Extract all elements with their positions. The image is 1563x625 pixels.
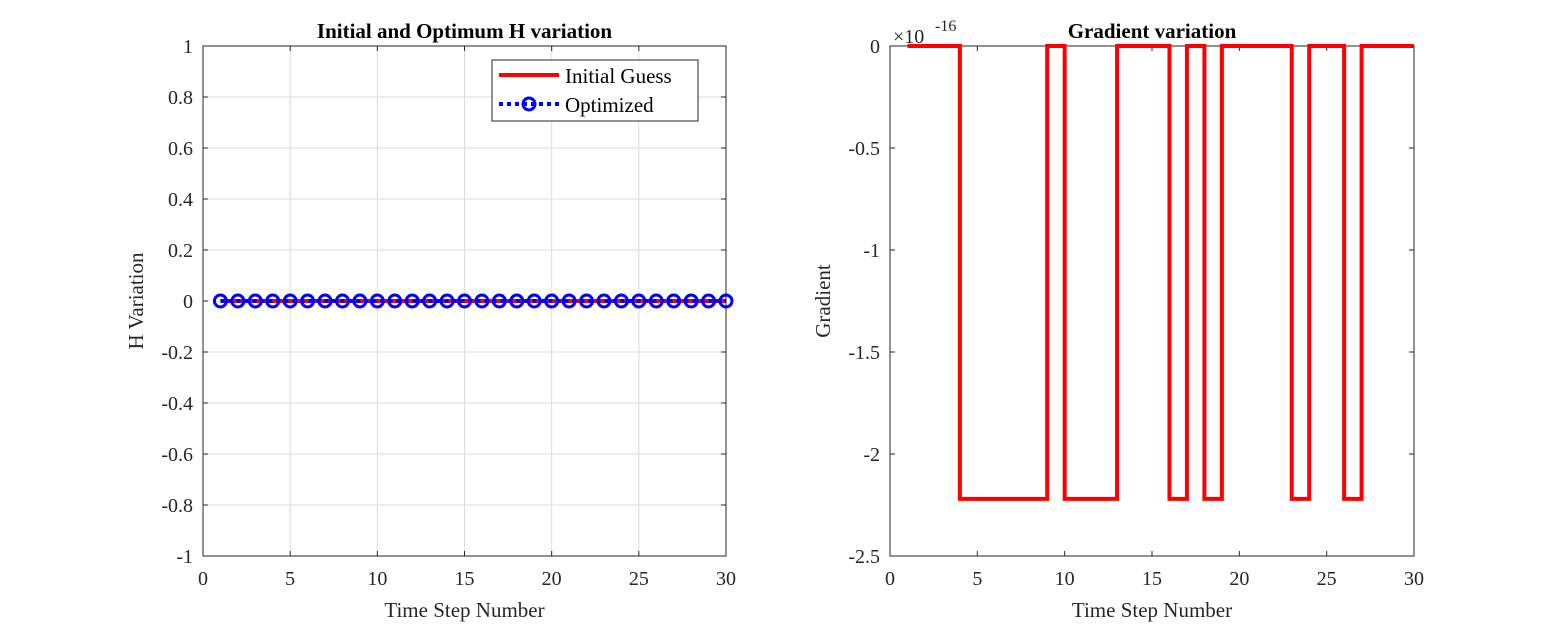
h-variation-axes: 0 5 10 15 20 25 30 -1 -0.8 -0.6 -0.4 -0.2 0 0.2 0.4 0.6…	[124, 19, 736, 622]
h-variation-optimized-marker	[439, 293, 455, 309]
h-variation-optimized-marker	[457, 293, 472, 309]
h-variation-xtick-label: 0	[198, 568, 208, 590]
h-variation-optimized-marker	[334, 293, 350, 309]
h-variation-optimized-marker	[265, 293, 281, 309]
gradient-ytick-label: 0	[870, 36, 880, 58]
h-variation-optimized-marker	[387, 293, 403, 309]
legend-optimized-label: Optimized	[565, 93, 654, 117]
gradient-xlabel: Time Step Number	[1072, 598, 1232, 622]
gradient-xtick-label: 10	[1055, 568, 1075, 590]
h-variation-ytick-label: 0.8	[168, 87, 193, 109]
h-variation-optimized-marker	[212, 293, 228, 309]
gradient-ytick-label: -1	[863, 240, 880, 262]
h-variation-optimized-marker	[352, 293, 368, 309]
h-variation-optimized-marker	[404, 293, 420, 309]
gradient-xtick-label: 15	[1142, 568, 1162, 590]
gradient-title: Gradient variation	[1068, 19, 1237, 43]
h-variation-ytick-label: 0	[183, 291, 193, 313]
gradient-ytick-label: -2	[863, 444, 880, 466]
gradient-ytick-label: -2.5	[848, 546, 880, 568]
h-variation-optimized-marker	[369, 293, 385, 309]
gradient-ytick-label: -0.5	[848, 138, 880, 160]
h-variation-xtick-label: 25	[629, 568, 649, 590]
h-variation-ytick-label: -0.4	[161, 393, 193, 415]
gradient-ylabel: Gradient	[811, 264, 835, 338]
h-variation-ytick-label: -0.2	[161, 342, 193, 364]
h-variation-optimized-marker	[579, 293, 595, 309]
h-variation-optimized-marker	[509, 293, 525, 309]
h-variation-optimized-marker	[683, 293, 699, 309]
h-variation-optimized-marker	[613, 293, 629, 309]
h-variation-optimized-marker	[561, 293, 577, 309]
h-variation-optimized-marker	[474, 293, 490, 309]
gradient-xtick-label: 30	[1404, 568, 1424, 590]
h-variation-optimized-marker	[422, 293, 438, 309]
h-variation-ytick-label: 0.6	[168, 138, 193, 160]
gradient-series-line	[907, 44, 1414, 501]
gradient-plot-area	[890, 46, 1414, 556]
gradient-axes: 0 5 10 15 20 25 30 -2.5 -2 -1.5 -1 -0.5 0 Gradient v…	[811, 18, 1424, 622]
legend-box	[491, 59, 699, 122]
h-variation-ytick-label: 1	[183, 36, 193, 58]
h-variation-ytick-label: 0.2	[168, 240, 193, 262]
gradient-xtick-label: 5	[972, 568, 982, 590]
h-variation-xtick-label: 20	[542, 568, 562, 590]
h-variation-optimized-marker	[491, 293, 507, 309]
h-variation-series	[212, 293, 734, 309]
h-variation-xtick-label: 5	[285, 568, 295, 590]
h-variation-xtick-label: 15	[455, 568, 475, 590]
h-variation-optimized-marker	[596, 293, 612, 309]
h-variation-ytick-label: 0.4	[168, 189, 193, 211]
h-variation-optimized-marker	[544, 293, 560, 309]
h-variation-optimized-marker	[526, 293, 542, 309]
legend: Initial Guess Optimized	[491, 59, 699, 122]
h-variation-ytick-label: -0.8	[161, 495, 193, 517]
legend-optimized-marker	[521, 96, 537, 112]
h-variation-title: Initial and Optimum H variation	[317, 19, 613, 43]
gradient-y-exponent: -16	[935, 18, 956, 35]
gradient-ytick-label: -1.5	[848, 342, 880, 364]
h-variation-xlabel: Time Step Number	[384, 598, 544, 622]
gradient-ticks: 0 5 10 15 20 25 30 -2.5 -2 -1.5 -1 -0.5 0	[848, 36, 1424, 590]
h-variation-optimized-marker	[317, 293, 333, 309]
h-variation-optimized-marker	[701, 293, 717, 309]
h-variation-optimized-marker	[718, 293, 734, 309]
h-variation-optimized-marker	[631, 293, 647, 309]
h-variation-optimized-marker	[247, 293, 263, 309]
h-variation-ytick-label: -1	[176, 546, 193, 568]
h-variation-xtick-label: 10	[367, 568, 387, 590]
h-variation-optimized-marker	[666, 293, 682, 309]
legend-initial-guess-label: Initial Guess	[565, 64, 672, 88]
h-variation-ticks: 0 5 10 15 20 25 30 -1 -0.8 -0.6 -0.4 -0.2 0 0.2 0.4 0.6…	[161, 36, 736, 590]
h-variation-optimized-marker	[230, 293, 246, 309]
gradient-y-exponent-base: ×10	[893, 26, 924, 48]
gradient-xtick-label: 25	[1317, 568, 1337, 590]
gradient-xtick-label: 0	[885, 568, 895, 590]
h-variation-optimized-marker	[300, 293, 316, 309]
h-variation-optimized-marker	[282, 293, 298, 309]
gradient-series	[907, 44, 1414, 501]
h-variation-ylabel: H Variation	[124, 252, 148, 350]
h-variation-xtick-label: 30	[716, 568, 736, 590]
h-variation-optimized-marker	[648, 293, 664, 309]
h-variation-ytick-label: -0.6	[161, 444, 193, 466]
gradient-xtick-label: 20	[1229, 568, 1249, 590]
